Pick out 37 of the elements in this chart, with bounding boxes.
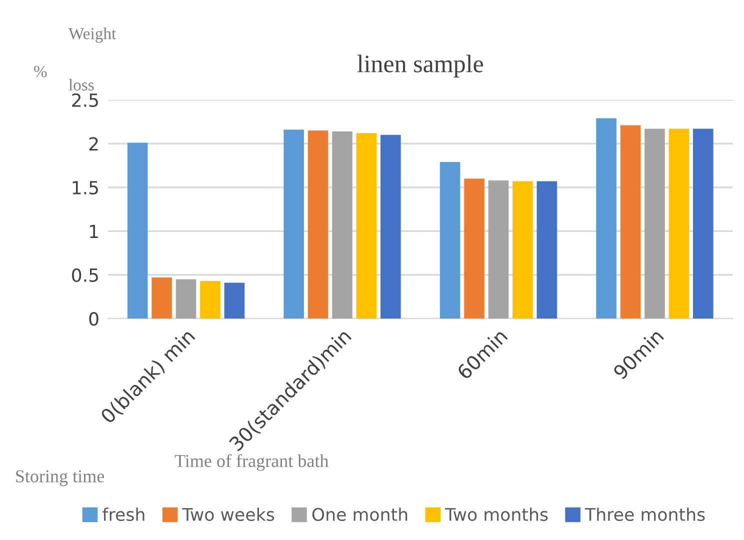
- y-tick-label: 0.5: [72, 268, 98, 282]
- bar: [620, 125, 641, 319]
- legend-label: fresh: [102, 508, 144, 522]
- y-tick-label: 1: [90, 224, 98, 238]
- bar: [356, 133, 377, 319]
- y-tick-label: 0: [89, 312, 98, 326]
- bar: [152, 277, 172, 319]
- y-tick-label: 2.5: [72, 93, 98, 108]
- legend-label: Two weeks: [182, 508, 274, 522]
- bar: [127, 142, 148, 319]
- bar: [308, 130, 328, 319]
- text: loss: [68, 78, 94, 91]
- chart-title: linen sample: [357, 54, 484, 78]
- bar: [668, 128, 690, 319]
- legend-label: One month: [312, 508, 408, 522]
- text: Weight: [68, 28, 116, 43]
- bar: [644, 128, 665, 319]
- legend-title: Storing time: [16, 470, 104, 486]
- bar: [693, 128, 714, 319]
- bar: [440, 162, 460, 319]
- bar: [536, 181, 558, 319]
- y-tick-label: 1.5: [72, 181, 98, 194]
- legend-label: Three months: [584, 508, 705, 522]
- text: %: [34, 66, 47, 78]
- bar: [332, 131, 352, 319]
- bar: [596, 118, 616, 319]
- bar: [224, 282, 245, 319]
- bar: [464, 178, 484, 319]
- y-tick-label: 2: [89, 137, 98, 150]
- bar: [488, 180, 509, 319]
- bar: [380, 134, 401, 319]
- x-axis-title: Time of fragrant bath: [174, 454, 329, 471]
- bar: [512, 181, 533, 319]
- legend-label: Two months: [445, 508, 548, 522]
- bar: [200, 280, 220, 319]
- bar: [176, 279, 196, 319]
- bar: [284, 130, 304, 319]
